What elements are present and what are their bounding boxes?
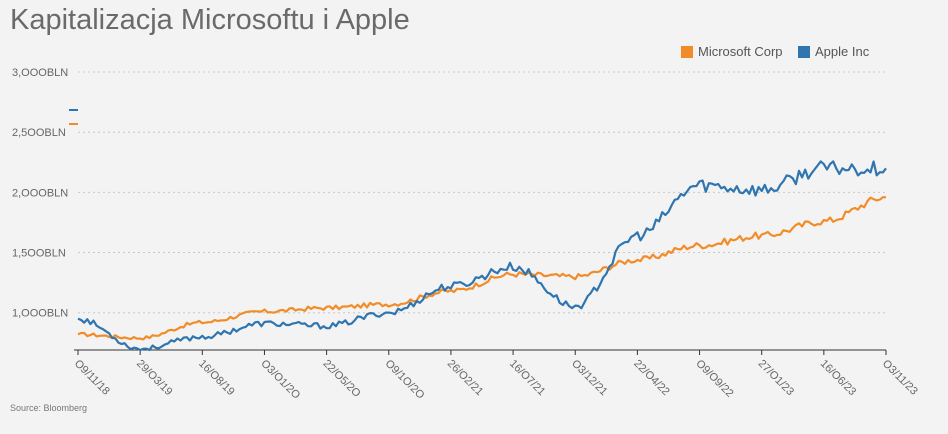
x-tick-label: O3/O1/2O	[258, 358, 302, 402]
x-tick-label: 22/O5/2O	[320, 358, 363, 401]
y-tick-label: 1,OOOBLN	[12, 308, 68, 320]
x-tick-label: 22/O4/22	[631, 358, 671, 398]
y-tick-label: 1,5OOBLN	[12, 248, 66, 260]
series-line-apple	[77, 160, 887, 352]
legend-item-microsoft: Microsoft Corp	[681, 44, 783, 59]
x-tick-label: O9/1O/2O	[383, 358, 427, 402]
y-tick-label: 2,OOOBLN	[12, 187, 68, 199]
source-note: Source: Bloomberg	[10, 403, 88, 413]
x-tick-label: 16/O7/21	[507, 358, 547, 398]
chart-title: Kapitalizacja Microsoftu i Apple	[10, 4, 410, 36]
legend-item-apple: Apple Inc	[798, 44, 869, 59]
x-tick-label: O9/11/18	[72, 358, 112, 398]
x-tick-label: O3/12/21	[569, 358, 609, 398]
y-tick-label: 3,OOOBLN	[12, 67, 68, 79]
x-tick-label: 27/O1/23	[756, 358, 796, 398]
series-line-microsoft	[77, 196, 887, 341]
legend-swatch-microsoft	[681, 45, 693, 58]
x-tick-label: 26/O2/21	[445, 358, 485, 398]
legend-label-microsoft: Microsoft Corp	[698, 44, 783, 59]
legend-label-apple: Apple Inc	[815, 44, 870, 59]
x-tick-label: O3/11/23	[880, 358, 920, 398]
y-tick-label: 2,5OOBLN	[12, 127, 66, 139]
x-tick-label: 29/O3/19	[134, 358, 174, 398]
x-tick-label: 16/O8/19	[196, 358, 236, 398]
x-tick-label: O9/O9/22	[693, 358, 735, 400]
x-tick-label: 16/O6/23	[818, 358, 858, 398]
legend-swatch-apple	[798, 45, 810, 58]
